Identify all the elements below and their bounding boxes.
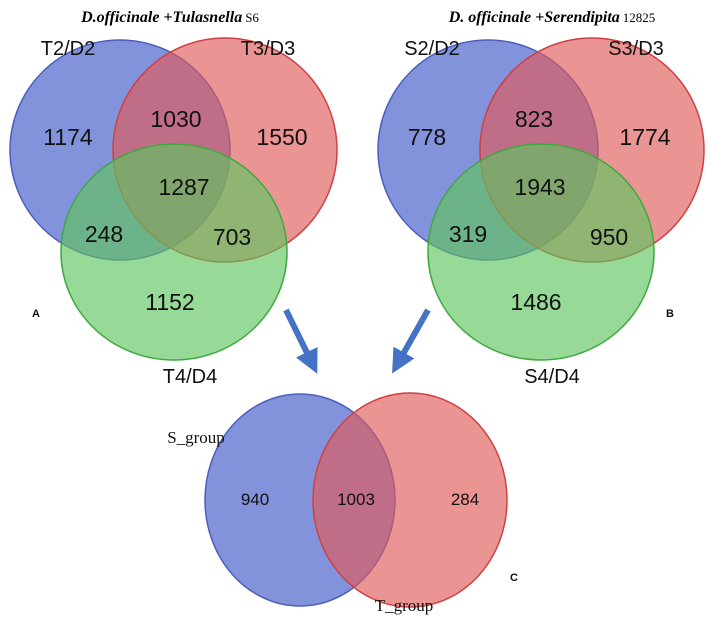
set-label-b-bottom: S4/D4 bbox=[524, 366, 580, 388]
set-label-a-left: T2/D2 bbox=[41, 38, 95, 60]
circle-b-bottom bbox=[427, 143, 655, 361]
value-a-only-bottom: 1152 bbox=[145, 289, 194, 315]
value-c-both: 1003 bbox=[337, 490, 375, 509]
value-a-only-left: 1174 bbox=[43, 124, 93, 150]
value-b-only-bottom: 1486 bbox=[510, 289, 561, 315]
set-label-b-right: S3/D3 bbox=[608, 38, 664, 60]
value-b-left-right: 823 bbox=[515, 106, 553, 132]
set-label-c-right: T_group bbox=[375, 596, 434, 615]
venn-a: D.officinale +Tulasnella S6 T2/D2 T3/D3 T4… bbox=[9, 9, 338, 388]
panel-label-a: A bbox=[32, 308, 40, 320]
value-a-left-bottom: 248 bbox=[85, 221, 123, 247]
value-b-right-bottom: 950 bbox=[590, 224, 628, 250]
value-a-only-right: 1550 bbox=[256, 124, 307, 150]
set-label-a-bottom: T4/D4 bbox=[163, 366, 217, 388]
value-b-only-left: 778 bbox=[408, 124, 446, 150]
value-a-left-right: 1030 bbox=[150, 106, 201, 132]
value-c-only-left: 940 bbox=[241, 490, 269, 509]
set-label-b-left: S2/D2 bbox=[404, 38, 460, 60]
value-a-right-bottom: 703 bbox=[213, 224, 251, 250]
value-b-left-bottom: 319 bbox=[449, 221, 487, 247]
venn-b: D. officinale +Serendipita 12825 S2/D2 S3/… bbox=[377, 9, 705, 388]
value-a-all: 1287 bbox=[158, 174, 209, 200]
arrow-a-to-c bbox=[283, 308, 318, 374]
circle-c-right bbox=[312, 392, 508, 608]
value-b-all: 1943 bbox=[514, 174, 565, 200]
value-c-only-right: 284 bbox=[451, 490, 479, 509]
title-b: D. officinale +Serendipita 12825 bbox=[448, 9, 656, 26]
value-b-only-right: 1774 bbox=[619, 124, 670, 150]
venn-c: S_group T_group 940 1003 284 C bbox=[167, 392, 518, 615]
set-label-a-right: T3/D3 bbox=[241, 38, 295, 60]
arrows bbox=[283, 308, 431, 374]
set-label-c-left: S_group bbox=[167, 428, 225, 447]
arrow-b-to-c bbox=[392, 308, 431, 374]
title-a: D.officinale +Tulasnella S6 bbox=[80, 9, 259, 26]
panel-label-b: B bbox=[666, 308, 674, 320]
panel-label-c: C bbox=[510, 572, 518, 584]
circle-a-bottom bbox=[60, 143, 288, 361]
